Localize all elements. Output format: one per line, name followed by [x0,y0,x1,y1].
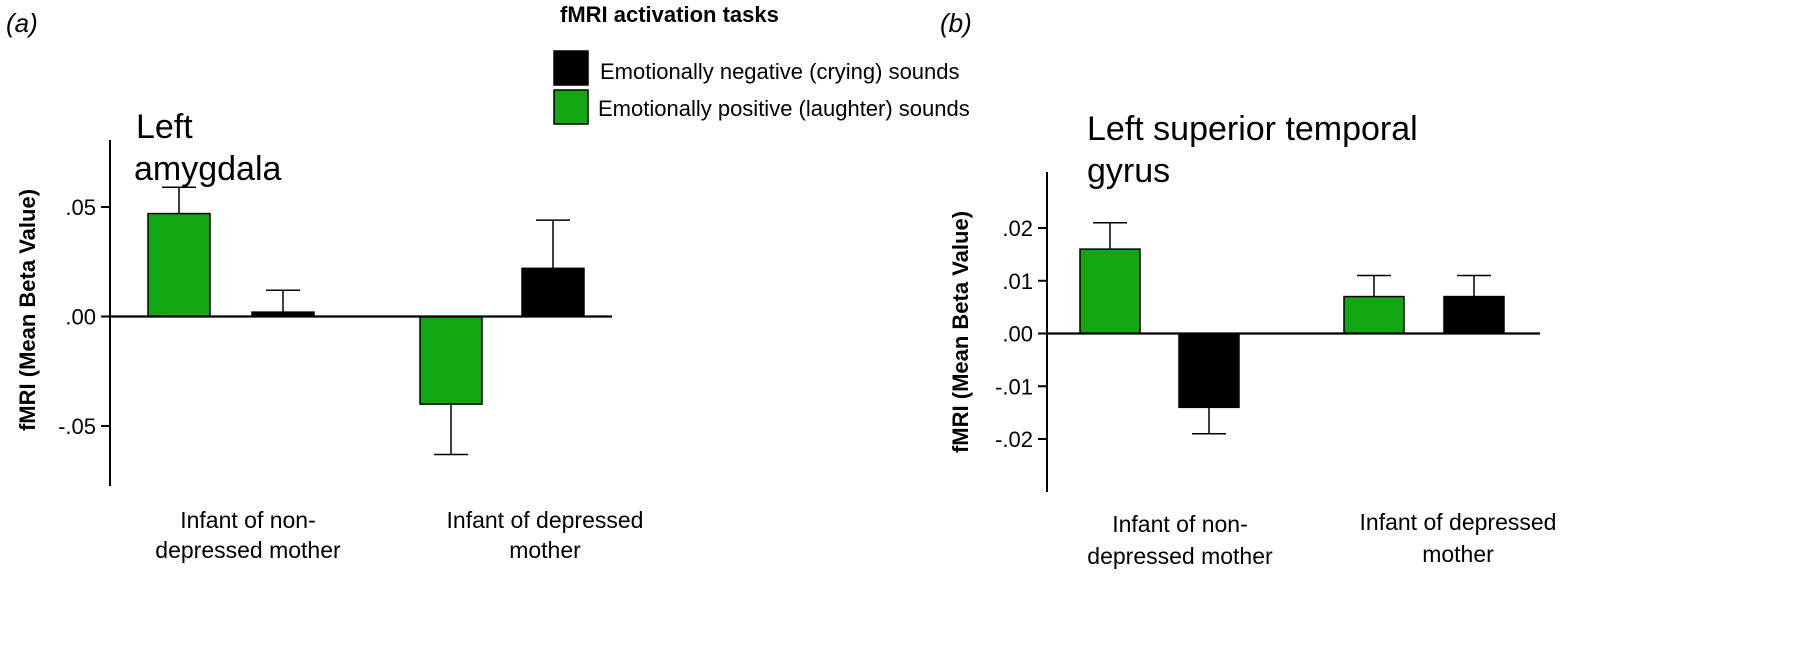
panel-b-category-2-line1: Infant of depressed [1360,509,1557,535]
panel-a-label: (a) [6,8,38,38]
legend-label-negative: Emotionally negative (crying) sounds [600,59,960,84]
panel-a-bar-positive-2 [419,315,483,405]
legend-swatch-negative [553,50,589,86]
panel-a-y-tick-label: .05 [65,195,96,220]
panel-a-chart: (a) Left amygdala fMRI (Mean Beta Value)… [6,8,643,563]
panel-b-bar-positive-2 [1343,295,1405,335]
panel-b-ylabel: fMRI (Mean Beta Value) [948,211,973,453]
panel-b-y-tick-label: .01 [1002,269,1033,294]
panel-b-title-line2: gyrus [1087,152,1170,190]
panel-a-bar-positive-1 [147,212,211,318]
legend-title: fMRI activation tasks [560,2,779,27]
panel-b-y-tick-label: .00 [1002,322,1033,347]
legend-swatch-positive [553,89,589,125]
panel-b-label: (b) [940,8,972,38]
legend: fMRI activation tasks Emotionally negati… [553,2,970,125]
panel-b-title-line1: Left superior temporal [1087,110,1418,148]
panel-b-category-1-line1: Infant of non- [1112,511,1248,537]
panel-a-category-1-line2: depressed mother [155,537,341,563]
panel-b-y-tick-label: -.02 [995,427,1033,452]
panel-a-category-2-line2: mother [509,537,581,563]
panel-a-y-tick-label: -.05 [58,414,96,439]
panel-b-bar-positive-1 [1079,248,1141,335]
panel-b-y-tick-label: -.01 [995,374,1033,399]
panel-b-category-1-line2: depressed mother [1087,543,1273,569]
panel-a-bar-negative-2 [521,267,585,318]
panel-a-title-line1: Left [136,108,193,146]
panel-a-category-2-line1: Infant of depressed [447,507,644,533]
panel-a-ylabel: fMRI (Mean Beta Value) [15,189,40,431]
panel-b-bar-negative-1 [1178,332,1240,409]
panel-b-y-tick-label: .02 [1002,216,1033,241]
panel-b-chart: (b) Left superior temporal gyrus fMRI (M… [940,8,1556,569]
panel-a-category-1-line1: Infant of non- [180,507,316,533]
panel-b-category-2-line2: mother [1422,541,1494,567]
panel-a-title-line2: amygdala [134,150,282,188]
panel-a-y-tick-label: .00 [65,305,96,330]
legend-label-positive: Emotionally positive (laughter) sounds [598,96,970,121]
panel-b-bar-negative-2 [1443,295,1505,335]
